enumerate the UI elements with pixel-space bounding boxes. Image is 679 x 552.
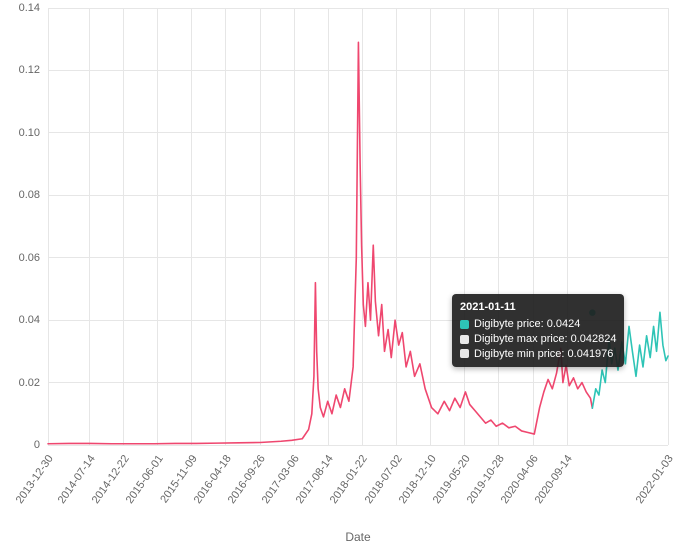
tooltip-row: Digibyte price: 0.0424 <box>460 317 616 332</box>
chart-tooltip: 2021-01-11Digibyte price: 0.0424Digibyte… <box>452 294 624 367</box>
tooltip-row: Digibyte min price: 0.041976 <box>460 347 616 362</box>
tooltip-row: Digibyte max price: 0.042824 <box>460 332 616 347</box>
tooltip-label: Digibyte min price: 0.041976 <box>474 347 613 362</box>
tooltip-swatch <box>460 349 469 358</box>
tooltip-label: Digibyte max price: 0.042824 <box>474 332 616 347</box>
price-chart: 00.020.040.060.080.100.120.142013-12-302… <box>0 0 679 552</box>
tooltip-label: Digibyte price: 0.0424 <box>474 317 580 332</box>
tooltip-swatch <box>460 335 469 344</box>
tooltip-swatch <box>460 320 469 329</box>
tooltip-date: 2021-01-11 <box>460 300 616 315</box>
chart-svg <box>0 0 679 552</box>
series-line <box>48 42 592 443</box>
